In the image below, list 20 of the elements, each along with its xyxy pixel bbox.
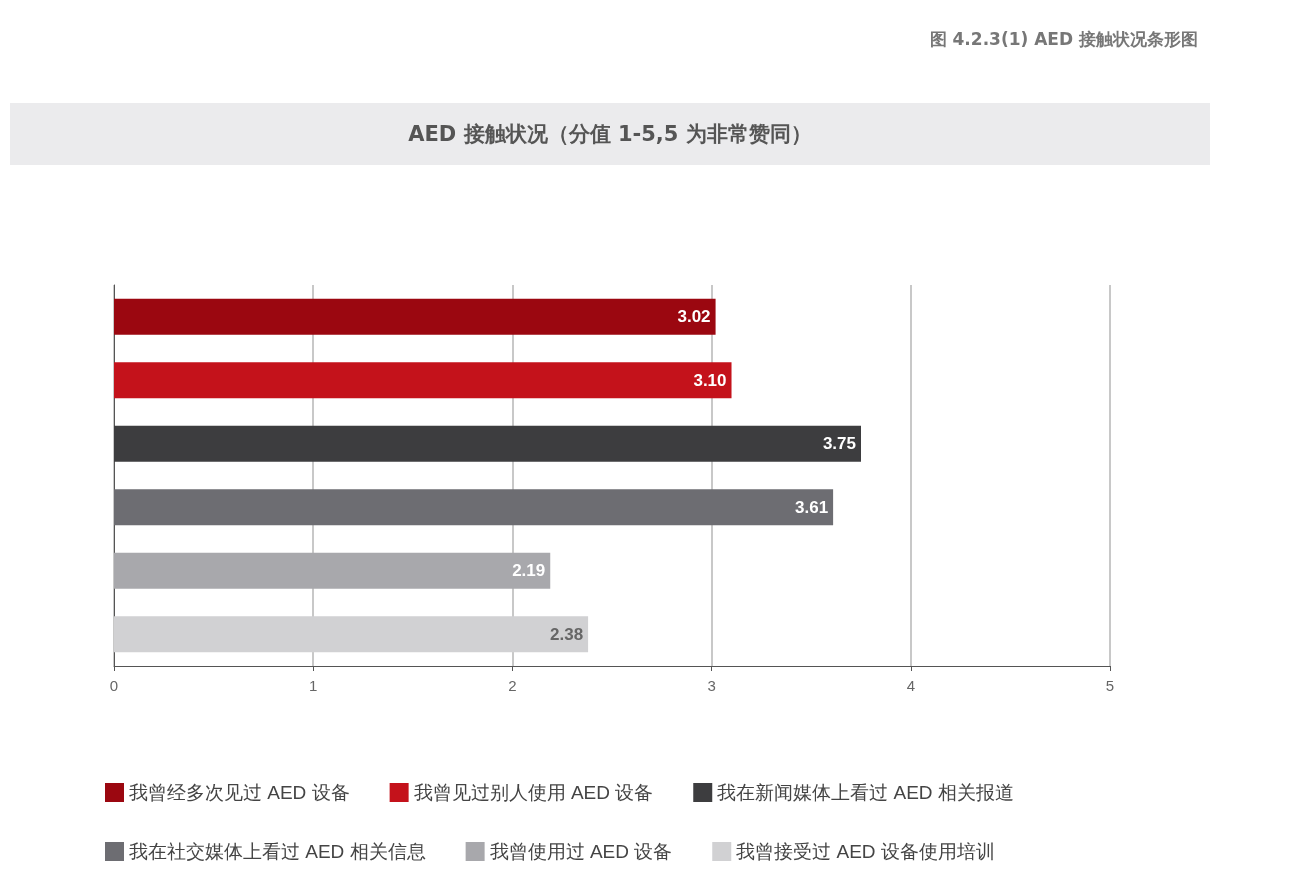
legend-label: 我在新闻媒体上看过 AED 相关报道 [717,782,1014,803]
data-label: 3.02 [677,307,711,327]
x-tick-label: 4 [906,677,915,694]
data-label: 3.61 [795,497,829,517]
legend-label: 我曾见过别人使用 AED 设备 [413,782,654,803]
x-tick-label: 2 [508,677,517,694]
legend-label: 我曾使用过 AED 设备 [489,841,673,862]
legend-label: 我曾经多次见过 AED 设备 [129,782,350,803]
data-label: 3.10 [693,370,727,390]
legend-label: 我曾接受过 AED 设备使用培训 [736,841,995,862]
data-label: 2.38 [550,624,584,644]
x-tick-label: 5 [1105,677,1115,694]
x-tick-label: 0 [109,677,119,694]
x-tick-label: 3 [707,677,716,694]
x-tick-label: 1 [309,677,318,694]
legend-label: 我在社交媒体上看过 AED 相关信息 [129,841,426,862]
data-label: 3.75 [822,434,856,454]
data-label: 2.19 [512,561,546,581]
caption: 图 4.2.3(1) AED 接触状况条形图 [929,28,1198,51]
chart-title: AED 接触状况（分值 1-5,5 为非常赞同） [10,103,1210,165]
